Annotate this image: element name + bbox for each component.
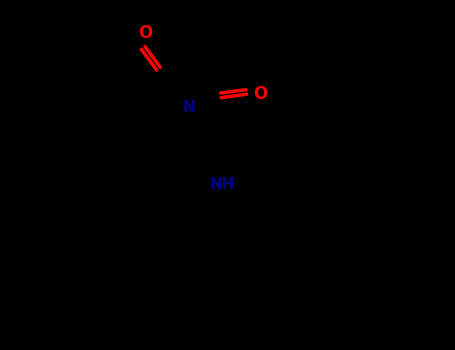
Text: N: N — [183, 100, 196, 115]
Text: O: O — [138, 24, 152, 42]
Text: O: O — [253, 85, 268, 103]
Text: NH: NH — [210, 177, 235, 192]
